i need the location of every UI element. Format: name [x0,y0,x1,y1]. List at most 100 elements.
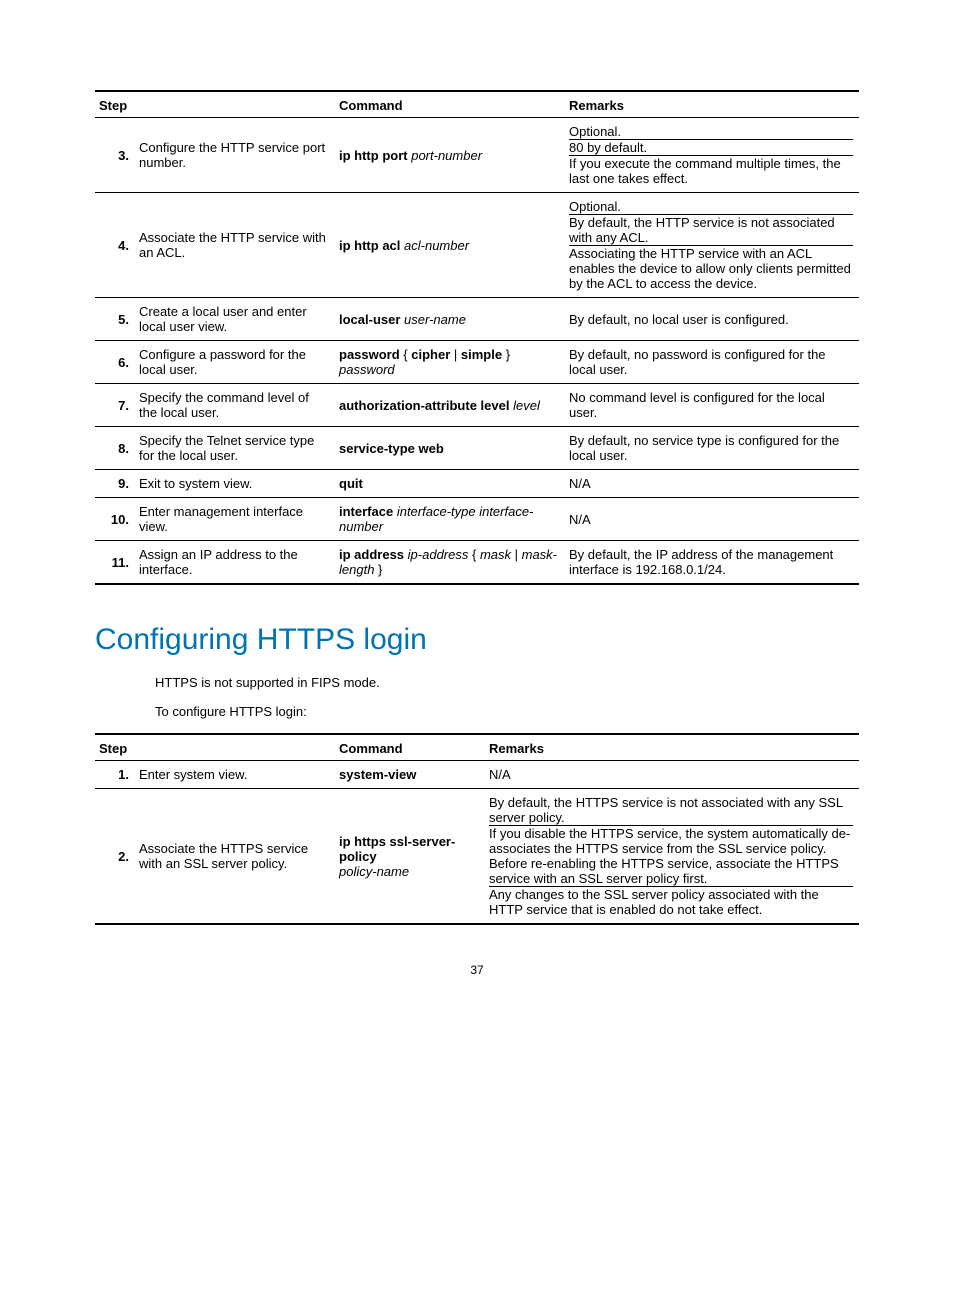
page-container: Step Command Remarks 3. Configure the HT… [0,0,954,1017]
step-desc: Specify the Telnet service type for the … [135,427,335,470]
step-number: 2. [95,789,135,925]
remark-line: By default, the HTTP service is not asso… [569,214,853,245]
step-remarks: By default, no local user is configured. [565,298,859,341]
step-command: interface interface-type interface-numbe… [335,498,565,541]
page-number: 37 [95,963,859,977]
step-desc: Assign an IP address to the interface. [135,541,335,585]
cmd-arg: policy-name [339,864,409,879]
remark-line: 80 by default. [569,139,853,155]
cmd-keyword: interface [339,504,393,519]
cmd-keyword: cipher [411,347,450,362]
cmd-keyword: ip address [339,547,404,562]
body-paragraph: To configure HTTPS login: [155,704,859,719]
cmd-plain: | [450,347,461,362]
table-row: 8. Specify the Telnet service type for t… [95,427,859,470]
step-number: 4. [95,193,135,298]
remark-line: If you disable the HTTPS service, the sy… [489,825,853,886]
cmd-arg: password [339,362,395,377]
col-header-remarks: Remarks [485,734,859,761]
cmd-keyword: password [339,347,400,362]
step-remarks: N/A [485,761,859,789]
remark-line: By default, the HTTPS service is not ass… [489,795,853,825]
cmd-arg: ip-address [408,547,469,562]
step-desc: Configure the HTTP service port number. [135,118,335,193]
cmd-keyword: ip https ssl-server-policy [339,834,455,864]
step-desc: Associate the HTTPS service with an SSL … [135,789,335,925]
cmd-plain: | [511,547,522,562]
col-header-step: Step [95,734,335,761]
step-command: authorization-attribute level level [335,384,565,427]
cmd-plain: } [374,562,382,577]
table-row: 11. Assign an IP address to the interfac… [95,541,859,585]
col-header-command: Command [335,91,565,118]
cmd-keyword: service-type web [339,441,444,456]
step-number: 10. [95,498,135,541]
cmd-keyword: quit [339,476,363,491]
table-row: 10. Enter management interface view. int… [95,498,859,541]
step-desc: Enter system view. [135,761,335,789]
step-desc: Enter management interface view. [135,498,335,541]
step-command: ip http port port-number [335,118,565,193]
step-number: 5. [95,298,135,341]
step-number: 7. [95,384,135,427]
col-header-remarks: Remarks [565,91,859,118]
table-row: 1. Enter system view. system-view N/A [95,761,859,789]
cmd-keyword: ip http acl [339,238,400,253]
table-row: 6. Configure a password for the local us… [95,341,859,384]
step-command: service-type web [335,427,565,470]
step-number: 1. [95,761,135,789]
remark-line: Associating the HTTP service with an ACL… [569,245,853,291]
cmd-arg: user-name [404,312,466,327]
step-number: 6. [95,341,135,384]
cmd-keyword: ip http port [339,148,408,163]
table-row: 7. Specify the command level of the loca… [95,384,859,427]
table-row: 5. Create a local user and enter local u… [95,298,859,341]
step-number: 9. [95,470,135,498]
step-command: quit [335,470,565,498]
https-config-table: Step Command Remarks 1. Enter system vie… [95,733,859,925]
step-remarks: No command level is configured for the l… [565,384,859,427]
step-remarks: N/A [565,498,859,541]
step-remarks: By default, the HTTPS service is not ass… [485,789,859,925]
step-command: password { cipher | simple } password [335,341,565,384]
table-row: 3. Configure the HTTP service port numbe… [95,118,859,193]
step-command: ip http acl acl-number [335,193,565,298]
cmd-arg: acl-number [404,238,469,253]
step-remarks: By default, the IP address of the manage… [565,541,859,585]
remark-line: Optional. [569,124,853,139]
remark-line: Any changes to the SSL server policy ass… [489,886,853,917]
step-number: 3. [95,118,135,193]
remark-line: Optional. [569,199,853,214]
table-row: 4. Associate the HTTP service with an AC… [95,193,859,298]
col-header-step: Step [95,91,335,118]
step-desc: Exit to system view. [135,470,335,498]
cmd-plain: { [400,347,412,362]
cmd-arg: mask [480,547,511,562]
col-header-command: Command [335,734,485,761]
cmd-keyword: system-view [339,767,416,782]
step-number: 8. [95,427,135,470]
cmd-plain: { [468,547,480,562]
cmd-keyword: authorization-attribute level [339,398,509,413]
step-remarks: Optional. By default, the HTTP service i… [565,193,859,298]
step-command: ip https ssl-server-policy policy-name [335,789,485,925]
section-heading: Configuring HTTPS login [95,623,859,657]
step-command: system-view [335,761,485,789]
body-paragraph: HTTPS is not supported in FIPS mode. [155,675,859,690]
table-row: 2. Associate the HTTPS service with an S… [95,789,859,925]
step-desc: Create a local user and enter local user… [135,298,335,341]
table-row: 9. Exit to system view. quit N/A [95,470,859,498]
step-remarks: By default, no service type is configure… [565,427,859,470]
step-remarks: Optional. 80 by default. If you execute … [565,118,859,193]
step-remarks: By default, no password is configured fo… [565,341,859,384]
step-number: 11. [95,541,135,585]
cmd-arg: port-number [411,148,482,163]
step-desc: Configure a password for the local user. [135,341,335,384]
remark-line: If you execute the command multiple time… [569,155,853,186]
step-desc: Specify the command level of the local u… [135,384,335,427]
step-remarks: N/A [565,470,859,498]
step-desc: Associate the HTTP service with an ACL. [135,193,335,298]
http-config-table: Step Command Remarks 3. Configure the HT… [95,90,859,585]
cmd-keyword: simple [461,347,502,362]
cmd-arg: level [513,398,540,413]
